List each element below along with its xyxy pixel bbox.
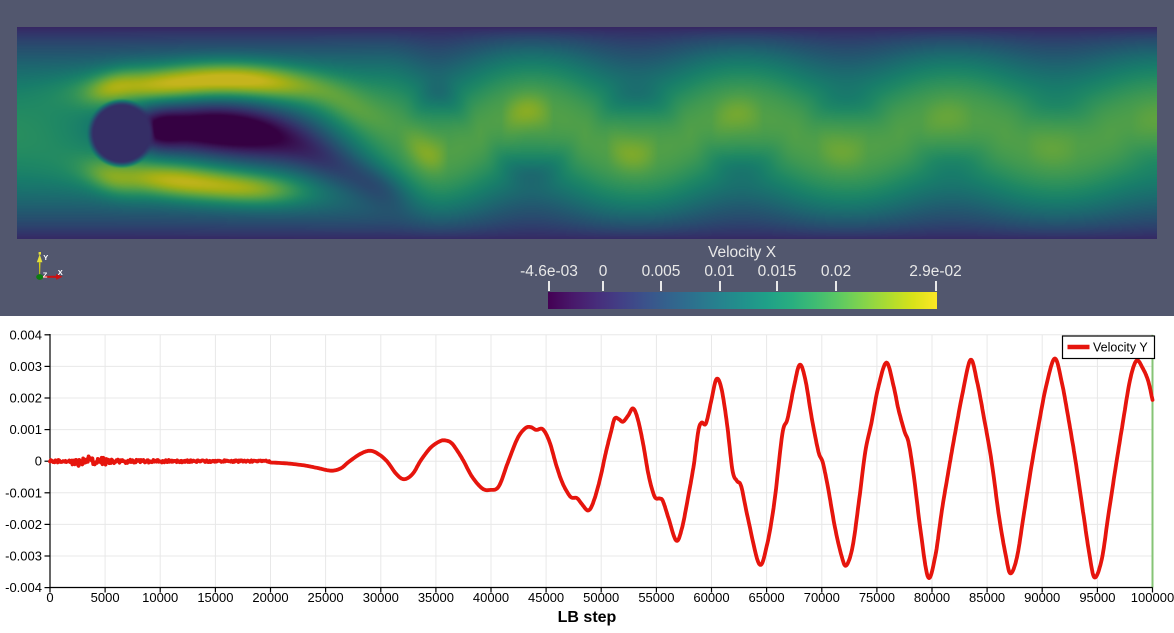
- svg-text:0: 0: [35, 454, 42, 469]
- svg-text:X: X: [58, 268, 63, 277]
- svg-text:LB step: LB step: [558, 609, 617, 626]
- svg-text:100000: 100000: [1131, 590, 1174, 605]
- svg-text:65000: 65000: [749, 590, 785, 605]
- svg-text:15000: 15000: [197, 590, 233, 605]
- svg-text:10000: 10000: [142, 590, 178, 605]
- svg-text:0.002: 0.002: [9, 391, 42, 406]
- svg-text:5000: 5000: [91, 590, 120, 605]
- svg-text:35000: 35000: [418, 590, 454, 605]
- svg-text:20000: 20000: [252, 590, 288, 605]
- svg-text:40000: 40000: [473, 590, 509, 605]
- svg-text:45000: 45000: [528, 590, 564, 605]
- svg-text:Velocity Y: Velocity Y: [1093, 341, 1148, 355]
- svg-text:50000: 50000: [583, 590, 619, 605]
- svg-text:95000: 95000: [1079, 590, 1115, 605]
- svg-text:55000: 55000: [638, 590, 674, 605]
- svg-text:0.004: 0.004: [9, 327, 42, 342]
- svg-text:-0.003: -0.003: [5, 549, 42, 564]
- svg-text:Y: Y: [43, 253, 48, 262]
- svg-text:30000: 30000: [363, 590, 399, 605]
- svg-text:60000: 60000: [693, 590, 729, 605]
- svg-text:Z: Z: [43, 271, 48, 280]
- svg-text:75000: 75000: [859, 590, 895, 605]
- svg-text:80000: 80000: [914, 590, 950, 605]
- svg-text:0.001: 0.001: [9, 422, 42, 437]
- svg-text:90000: 90000: [1024, 590, 1060, 605]
- svg-text:85000: 85000: [969, 590, 1005, 605]
- svg-text:-0.004: -0.004: [5, 580, 42, 595]
- svg-text:70000: 70000: [804, 590, 840, 605]
- svg-text:25000: 25000: [308, 590, 344, 605]
- svg-text:-0.002: -0.002: [5, 517, 42, 532]
- svg-text:-0.001: -0.001: [5, 485, 42, 500]
- svg-text:0.003: 0.003: [9, 359, 42, 374]
- svg-text:0: 0: [46, 590, 53, 605]
